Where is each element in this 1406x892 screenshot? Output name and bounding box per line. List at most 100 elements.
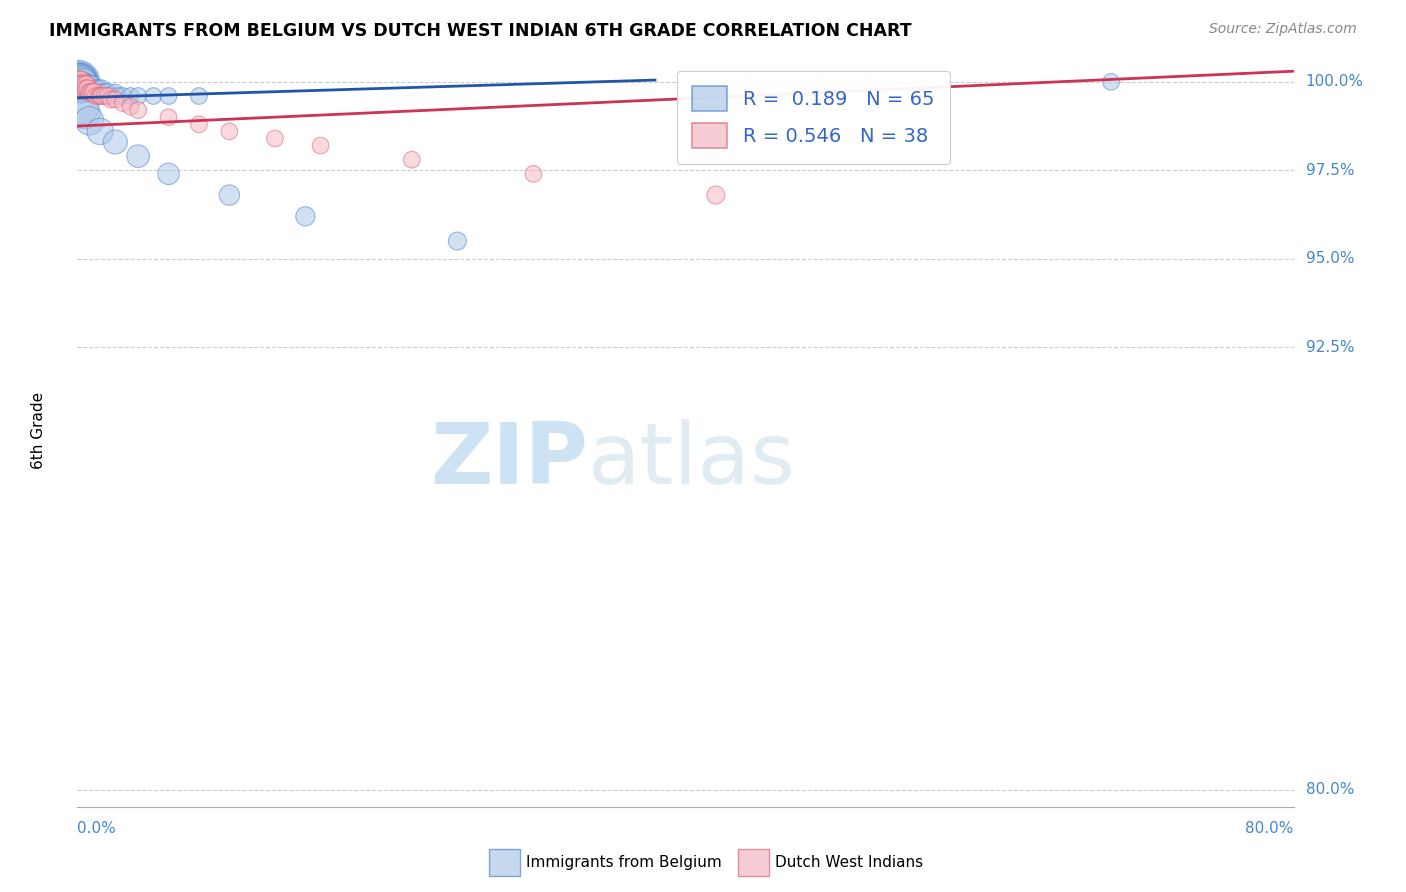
Point — [294, 209, 316, 223]
Point — [69, 82, 91, 96]
Point — [73, 78, 96, 93]
Point — [97, 89, 120, 103]
Point — [93, 86, 115, 100]
Point — [111, 96, 134, 111]
Point — [69, 78, 91, 93]
Point — [70, 100, 93, 114]
Point — [72, 82, 94, 96]
Point — [69, 82, 91, 96]
Point — [75, 78, 97, 93]
Point — [67, 78, 90, 93]
Point — [67, 78, 90, 93]
Point — [218, 188, 240, 202]
Point — [79, 113, 101, 128]
Point — [67, 78, 90, 93]
Point — [93, 89, 115, 103]
Point — [70, 78, 93, 93]
Point — [104, 86, 127, 100]
Point — [142, 89, 165, 103]
Point — [89, 89, 111, 103]
Point — [97, 86, 120, 100]
Point — [67, 75, 90, 89]
Point — [87, 82, 110, 96]
Text: Immigrants from Belgium: Immigrants from Belgium — [526, 855, 721, 870]
Point — [104, 93, 127, 107]
Point — [100, 89, 122, 103]
Point — [72, 82, 94, 96]
Point — [73, 106, 96, 120]
Point — [79, 86, 101, 100]
Point — [127, 89, 149, 103]
Point — [87, 89, 110, 103]
Point — [75, 82, 97, 96]
Point — [127, 103, 149, 117]
Point — [1099, 75, 1122, 89]
Point — [72, 75, 94, 89]
Point — [446, 234, 468, 248]
Point — [70, 78, 93, 93]
Point — [69, 75, 91, 89]
Point — [79, 86, 101, 100]
Point — [82, 86, 104, 100]
Text: 100.0%: 100.0% — [1306, 74, 1364, 89]
Point — [67, 78, 90, 93]
Text: 92.5%: 92.5% — [1306, 340, 1354, 355]
Point — [67, 75, 90, 89]
Text: Source: ZipAtlas.com: Source: ZipAtlas.com — [1209, 22, 1357, 37]
Text: ZIP: ZIP — [430, 419, 588, 502]
Point — [90, 89, 112, 103]
Point — [157, 167, 180, 181]
Point — [120, 89, 142, 103]
Point — [111, 89, 134, 103]
Point — [157, 89, 180, 103]
Point — [89, 86, 111, 100]
Text: 0.0%: 0.0% — [77, 821, 117, 836]
Point — [188, 89, 211, 103]
Point — [75, 82, 97, 96]
Point — [401, 153, 423, 167]
Text: 95.0%: 95.0% — [1306, 252, 1354, 267]
Point — [188, 117, 211, 131]
Point — [120, 100, 142, 114]
Point — [86, 82, 108, 96]
Point — [90, 82, 112, 96]
Text: 80.0%: 80.0% — [1246, 821, 1294, 836]
Point — [84, 89, 107, 103]
Point — [67, 75, 90, 89]
Point — [73, 82, 96, 96]
Point — [70, 78, 93, 93]
Point — [157, 110, 180, 124]
Legend: R =  0.189   N = 65, R = 0.546   N = 38: R = 0.189 N = 65, R = 0.546 N = 38 — [676, 70, 949, 163]
Point — [70, 82, 93, 96]
Point — [80, 86, 103, 100]
Point — [83, 86, 105, 100]
Point — [69, 82, 91, 96]
Point — [67, 78, 90, 93]
Point — [67, 75, 90, 89]
Point — [73, 78, 96, 93]
Point — [72, 78, 94, 93]
Text: atlas: atlas — [588, 419, 796, 502]
Point — [704, 188, 727, 202]
Point — [73, 78, 96, 93]
Point — [67, 75, 90, 89]
Point — [67, 75, 90, 89]
Point — [522, 167, 544, 181]
Point — [70, 82, 93, 96]
Text: 80.0%: 80.0% — [1306, 782, 1354, 797]
Point — [89, 124, 111, 138]
Point — [83, 82, 105, 96]
Text: Dutch West Indians: Dutch West Indians — [775, 855, 922, 870]
Text: 97.5%: 97.5% — [1306, 163, 1354, 178]
Point — [70, 86, 93, 100]
Point — [67, 75, 90, 89]
Text: 6th Grade: 6th Grade — [31, 392, 46, 469]
Point — [100, 93, 122, 107]
Point — [107, 89, 129, 103]
Point — [75, 86, 97, 100]
Point — [72, 78, 94, 93]
Point — [73, 82, 96, 96]
Point — [77, 82, 100, 96]
Point — [77, 78, 100, 93]
Point — [82, 86, 104, 100]
